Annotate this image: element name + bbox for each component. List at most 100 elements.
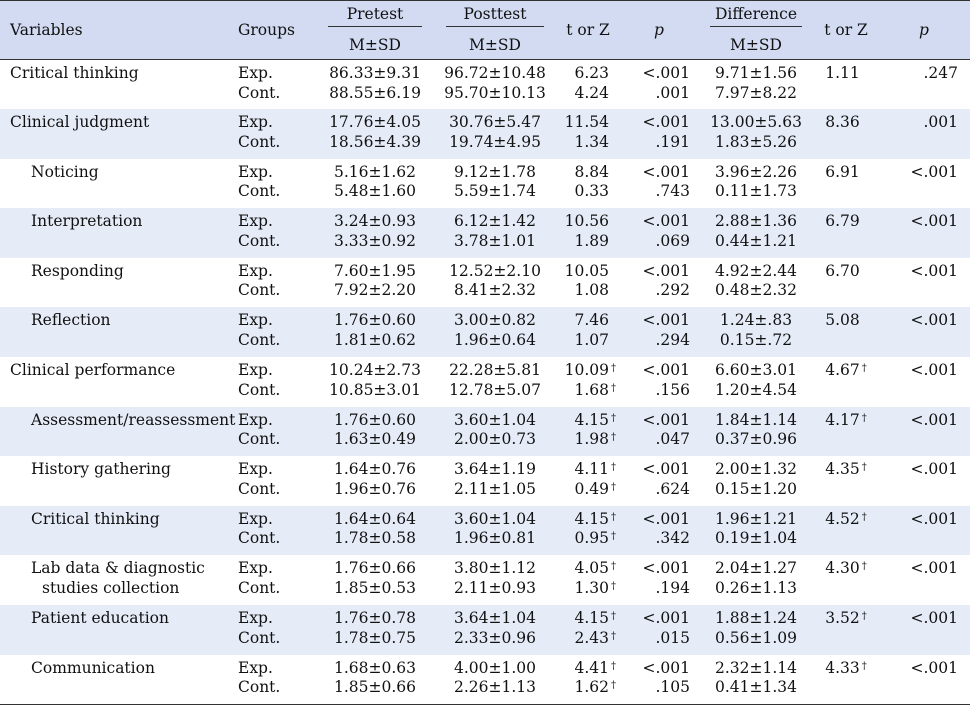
table-body: Critical thinking Exp. Cont. 86.33±9.31 88.5… xyxy=(0,60,970,705)
header-posttest: Posttest xyxy=(434,1,556,31)
difference-cell: 2.32±1.14 0.41±1.34 xyxy=(698,655,814,705)
group-cont: Cont. xyxy=(238,281,281,300)
p-cell: <.001.194 xyxy=(620,555,698,605)
difference-cell: 2.00±1.32 0.15±1.20 xyxy=(698,456,814,506)
group-cont: Cont. xyxy=(238,430,281,449)
variable-label: Interpretation xyxy=(31,212,143,231)
difference-exp: 9.71±1.56 xyxy=(714,64,797,82)
t-cont: 1.68 † xyxy=(556,381,616,401)
group-exp: Exp. xyxy=(238,460,273,479)
header-p-2: p xyxy=(919,21,929,39)
t-exp-value: 4.41 xyxy=(574,658,609,677)
p-cont: .292 xyxy=(655,281,690,300)
variable-label: Reflection xyxy=(31,311,111,330)
t2-value-line-value: 4.67 xyxy=(825,361,860,380)
t2-value-line-value: 4.33 xyxy=(825,658,860,677)
t-exp-value: 10.05 xyxy=(564,261,609,280)
difference-cell: 3.96±2.26 0.11±1.73 xyxy=(698,159,814,209)
variable-label: Critical thinking xyxy=(31,509,160,528)
difference-cont: 1.83±5.26 xyxy=(714,132,797,151)
difference-exp: 13.00±5.63 xyxy=(710,113,802,132)
p2-cell: <.001 xyxy=(878,456,970,506)
posttest-cont: 2.11±0.93 xyxy=(453,578,536,597)
t-exp: 10.56† xyxy=(556,212,616,232)
variable-cell: Interpretation xyxy=(0,208,238,258)
t-cont: 1.62 † xyxy=(556,678,616,698)
t-cont-value: 1.98 xyxy=(574,430,609,449)
t-cell: 11.54†1.34† xyxy=(556,109,620,159)
groups-cell: Exp. Cont. xyxy=(238,208,316,258)
t-exp-value: 4.15 xyxy=(574,509,609,528)
posttest-cell: 3.64±1.04 2.33±0.96 xyxy=(434,605,556,655)
t2-value-line-value: 3.52 xyxy=(825,609,860,628)
p2-value: <.001 xyxy=(910,509,959,528)
table-row: Patient education Exp. Cont. 1.76±0.78 1.78±… xyxy=(0,605,970,655)
t2-value-line: 4.30 † xyxy=(814,559,878,579)
dagger-mark: † xyxy=(861,611,867,623)
group-cont: Cont. xyxy=(238,182,281,201)
p-cont: .001 xyxy=(655,83,690,102)
group-exp: Exp. xyxy=(238,559,273,578)
t-exp: 7.46† xyxy=(556,311,616,331)
variable-cell: Critical thinking xyxy=(0,60,238,110)
t2-value-line-value: 6.70 xyxy=(825,261,860,280)
t2-cell: 6.70† xyxy=(814,258,878,308)
variable-label: Critical thinking xyxy=(10,64,139,82)
group-cont: Cont. xyxy=(238,231,281,250)
p2-cell: <.001 xyxy=(878,159,970,209)
pretest-cont: 10.85±3.01 xyxy=(329,380,421,399)
difference-exp: 4.92±2.44 xyxy=(714,261,797,280)
variable-cell: Assessment/reassessment xyxy=(0,407,238,457)
t2-value-line-value: 5.08 xyxy=(825,311,860,330)
posttest-cell: 22.28±5.81 12.78±5.07 xyxy=(434,357,556,407)
t-exp-value: 7.46 xyxy=(574,311,609,330)
t2-value-line-value: 1.11 xyxy=(825,64,860,82)
difference-cell: 1.24±.83 0.15±.72 xyxy=(698,307,814,357)
groups-cell: Exp. Cont. xyxy=(238,456,316,506)
group-cont: Cont. xyxy=(238,132,281,151)
posttest-cell: 96.72±10.48 95.70±10.13 xyxy=(434,60,556,110)
t2-value-line: 6.79† xyxy=(814,212,878,232)
p-cont: .069 xyxy=(655,231,690,250)
group-cont: Cont. xyxy=(238,628,281,647)
p2-cell: <.001 xyxy=(878,258,970,308)
p-exp: <.001 xyxy=(642,658,691,677)
t-cell: 4.11 † 0.49 † xyxy=(556,456,620,506)
pretest-cell: 7.60±1.95 7.92±2.20 xyxy=(316,258,434,308)
header-variables: Variables xyxy=(10,21,83,39)
dagger-mark: † xyxy=(611,481,616,493)
table-row: Critical thinking Exp. Cont. 1.64±0.64 1.78±… xyxy=(0,505,970,556)
difference-exp: 2.00±1.32 xyxy=(714,460,797,479)
t2-cell: 4.30 † xyxy=(814,555,878,605)
t-cont-value: 4.24 xyxy=(574,83,609,102)
p-cell: <.001.294 xyxy=(620,307,698,357)
p-exp: <.001 xyxy=(642,559,691,578)
table-row: Lab data & diagnostic studies collection E… xyxy=(0,555,970,605)
pretest-exp: 5.16±1.62 xyxy=(333,162,416,181)
variable-cell: Patient education xyxy=(0,605,238,655)
p2-cell: <.001 xyxy=(878,407,970,457)
groups-cell: Exp. Cont. xyxy=(238,357,316,407)
t-exp: 11.54† xyxy=(556,113,616,133)
posttest-cont: 19.74±4.95 xyxy=(449,132,541,151)
pretest-cell: 10.24±2.73 10.85±3.01 xyxy=(316,357,434,407)
posttest-cell: 4.00±1.00 2.26±1.13 xyxy=(434,655,556,705)
difference-cell: 2.88±1.36 0.44±1.21 xyxy=(698,208,814,258)
p-cell: <.001.001 xyxy=(620,60,698,110)
pretest-cont: 1.78±0.58 xyxy=(333,529,416,548)
p-cont: .624 xyxy=(655,479,690,498)
variable-label: Noticing xyxy=(31,162,99,181)
difference-cell: 6.60±3.01 1.20±4.54 xyxy=(698,357,814,407)
variable-label: Assessment/reassessment xyxy=(31,410,236,429)
posttest-cell: 30.76±5.47 19.74±4.95 xyxy=(434,109,556,159)
pretest-cell: 1.76±0.78 1.78±0.75 xyxy=(316,605,434,655)
pretest-cont: 88.55±6.19 xyxy=(329,83,421,102)
table-row: Clinical judgment Exp. Cont. 17.76±4.05 18.5… xyxy=(0,109,970,159)
posttest-cell: 3.60±1.04 1.96±0.81 xyxy=(434,506,556,556)
group-cont: Cont. xyxy=(238,578,281,597)
t-cell: 6.23†4.24† xyxy=(556,60,620,110)
difference-exp: 1.84±1.14 xyxy=(714,410,797,429)
p-cell: <.001.342 xyxy=(620,506,698,556)
pretest-exp: 1.68±0.63 xyxy=(333,658,416,677)
p2-cell: .247 xyxy=(878,60,970,110)
